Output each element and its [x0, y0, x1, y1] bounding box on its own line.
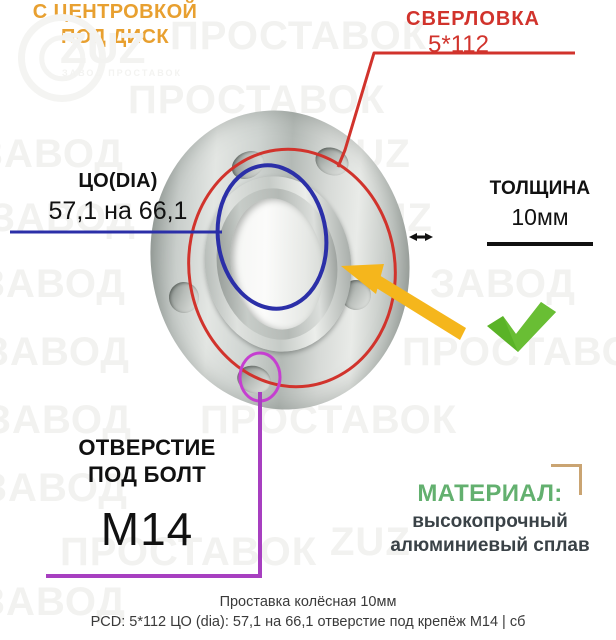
- bolt-hole-label-line-2: ПОД БОЛТ: [87, 462, 207, 487]
- annotation-drilling: СВЕРЛОВКА 5*112: [406, 8, 616, 59]
- drilling-value: 5*112: [428, 31, 489, 58]
- annotation-material: МАТЕРИАЛ: высокопрочный алюминиевый спла…: [368, 480, 612, 558]
- watermark-word: ЗАВОД: [0, 330, 130, 374]
- bolt-hole-label-line-1: ОТВЕРСТИЕ: [78, 435, 216, 460]
- caption-line-2: PCD: 5*112 ЦО (dia): 57,1 на 66,1 отверс…: [90, 614, 526, 630]
- caption-line-1: Проставка колёсная 10мм: [219, 594, 397, 610]
- drilling-label: СВЕРЛОВКА: [406, 8, 540, 30]
- material-value-line-2: алюминиевый сплав: [390, 535, 590, 556]
- annotation-bolt-hole: ОТВЕРСТИЕ ПОД БОЛТ M14: [28, 434, 266, 556]
- thickness-value: 10мм: [511, 204, 569, 230]
- hub-centric-line-2: ПОД ДИСК: [60, 25, 171, 50]
- annotation-hub-centric: С ЦЕНТРОВКОЙ ПОД ДИСК: [0, 0, 230, 50]
- material-value-line-1: высокопрочный: [412, 511, 568, 532]
- watermark-brand-sub: ЗАВОД ПРОСТАВОК: [62, 68, 183, 78]
- watermark-word: ЗАВОД: [430, 262, 576, 306]
- product-caption: Проставка колёсная 10мм PCD: 5*112 ЦО (d…: [0, 592, 616, 632]
- product-image-wheel-spacer: [129, 91, 463, 430]
- annotation-center-bore: ЦО(DIA) 57,1 на 66,1: [8, 170, 228, 226]
- thickness-label: ТОЛЩИНА: [489, 178, 591, 199]
- annotation-thickness: ТОЛЩИНА 10мм: [470, 178, 610, 231]
- watermark-word: ЗАВОД: [0, 262, 126, 306]
- check-icon: [487, 302, 556, 352]
- hub-centric-line-1: С ЦЕНТРОВКОЙ: [31, 0, 198, 25]
- material-corner-bracket: [551, 464, 582, 495]
- center-bore-label: ЦО(DIA): [78, 170, 158, 192]
- center-bore-value: 57,1 на 66,1: [48, 197, 188, 225]
- thickness-underline: [487, 242, 593, 246]
- material-label: МАТЕРИАЛ:: [417, 480, 563, 507]
- bolt-hole-value: M14: [100, 503, 194, 555]
